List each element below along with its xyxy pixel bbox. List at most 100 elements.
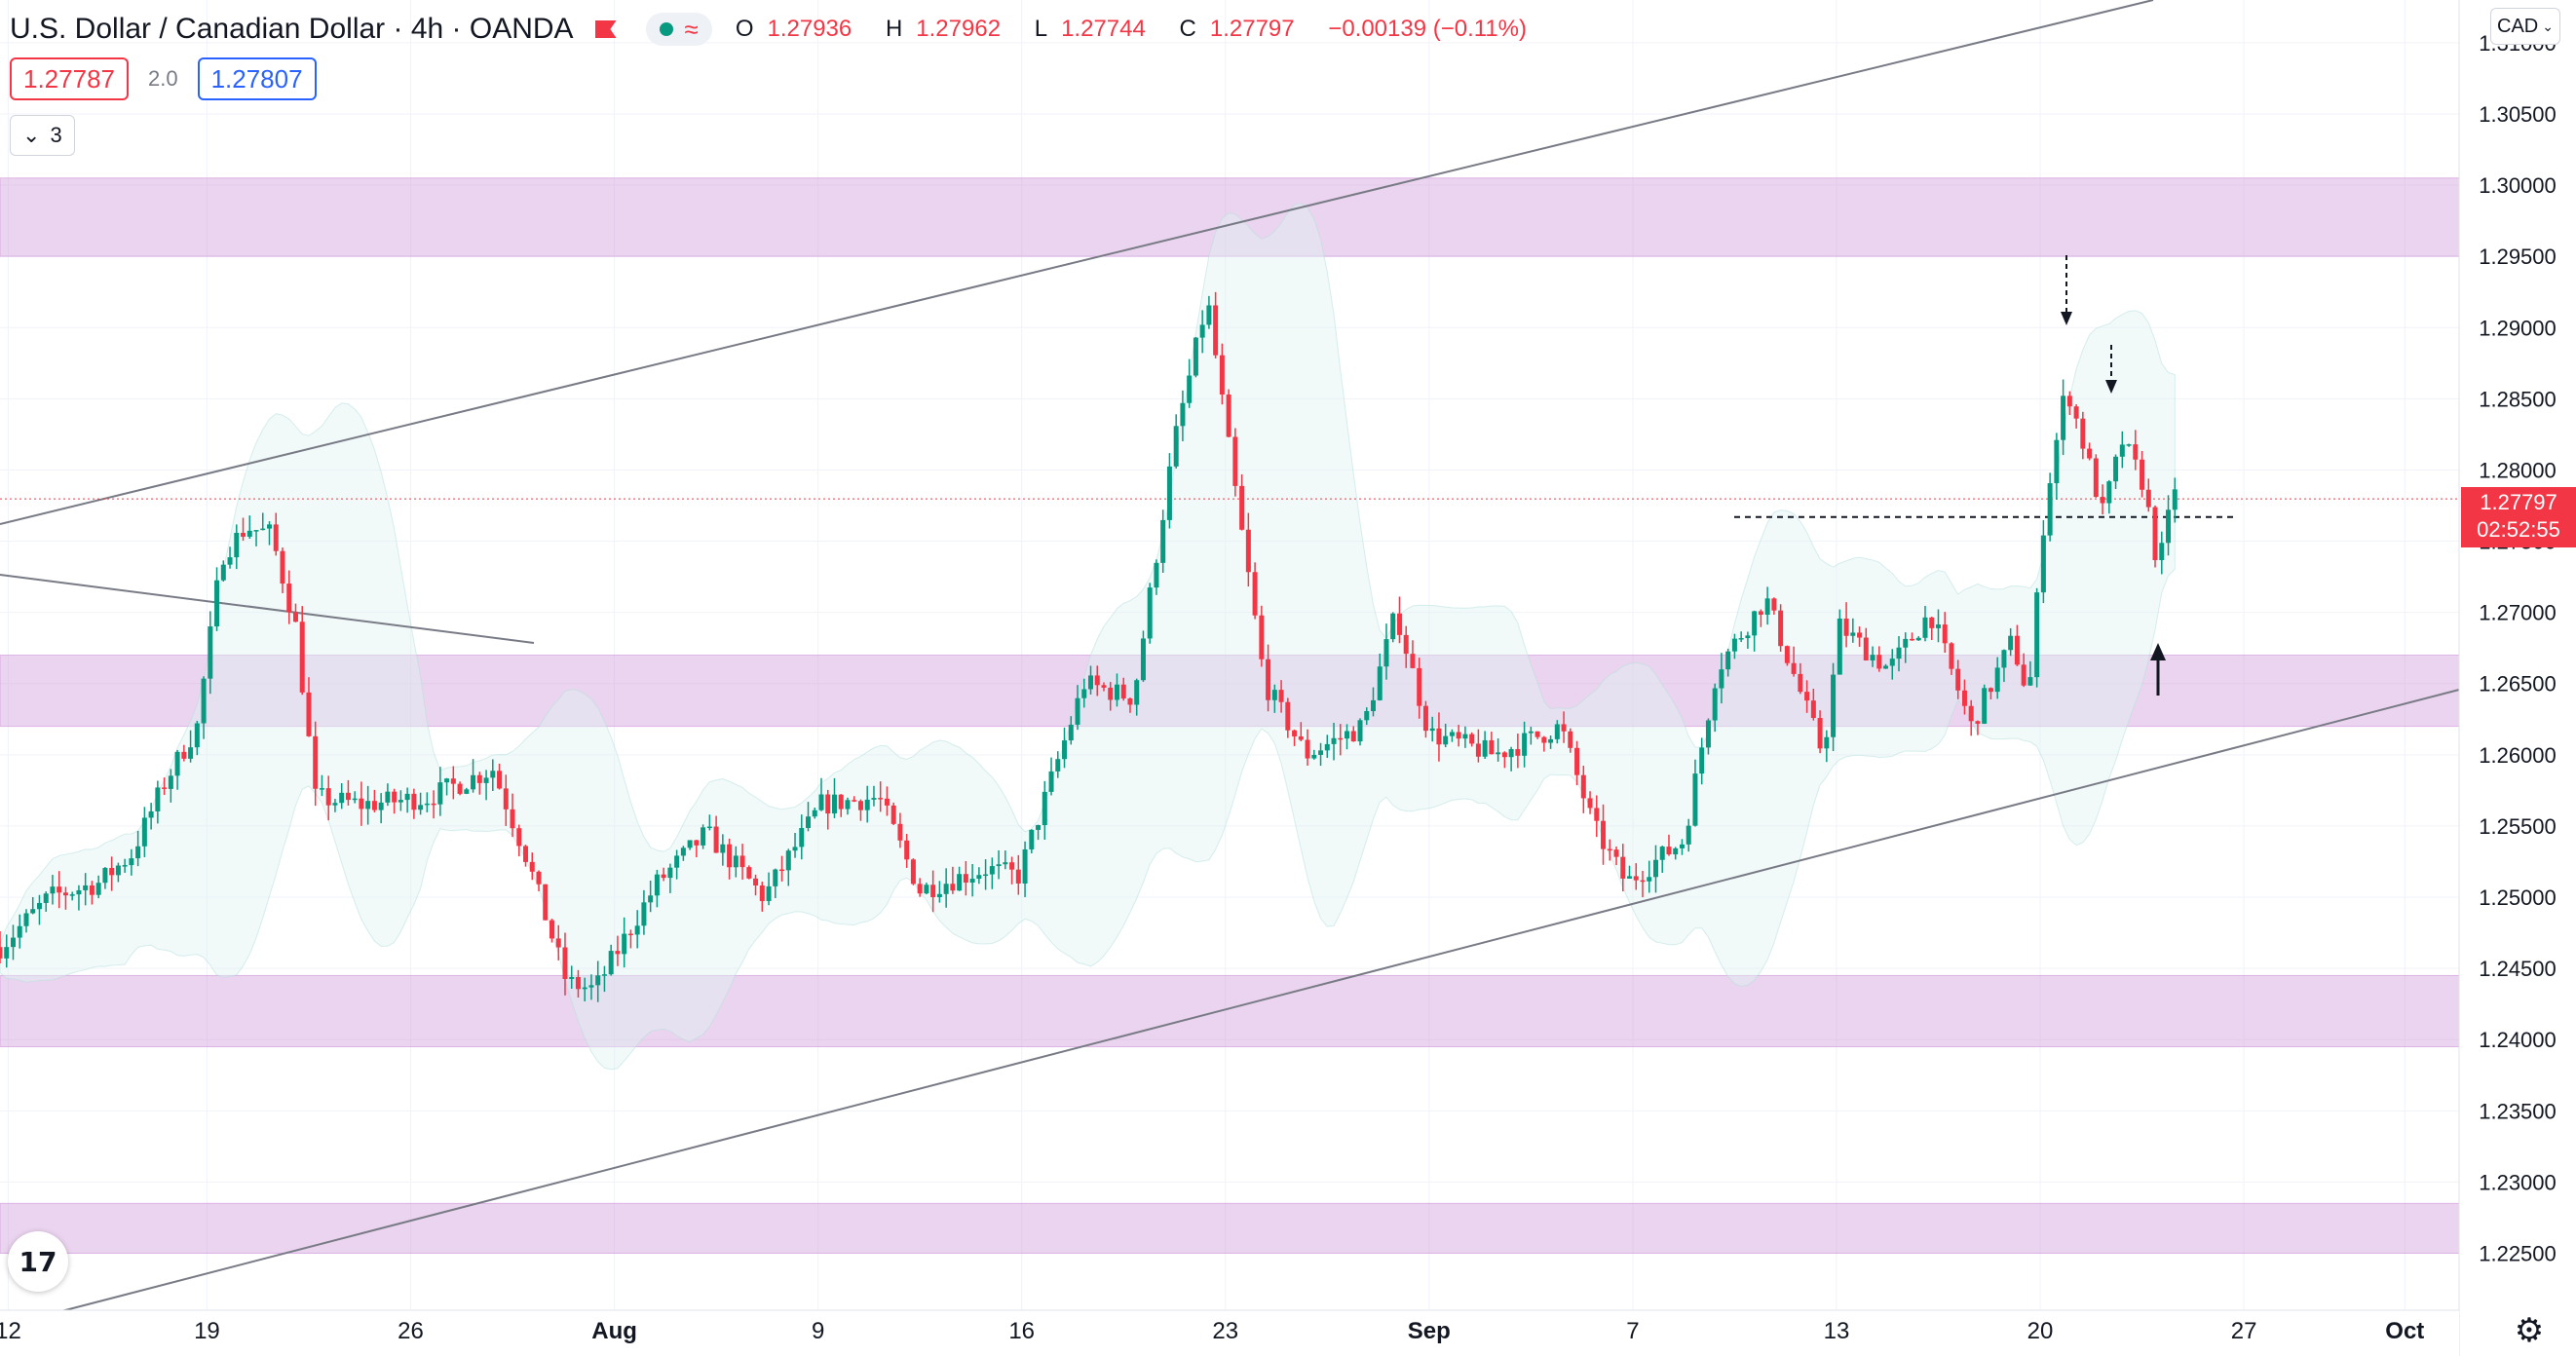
candle-body bbox=[299, 622, 305, 693]
candle-body bbox=[543, 884, 549, 921]
up-arrow-head bbox=[2150, 643, 2166, 660]
indicators-toggle[interactable]: ⌄ 3 bbox=[10, 115, 75, 156]
candle bbox=[1088, 665, 1094, 696]
candle-body bbox=[1647, 877, 1652, 882]
candle bbox=[2014, 624, 2020, 666]
candle-body bbox=[1961, 690, 1967, 706]
candle-body bbox=[1831, 674, 1837, 737]
candle bbox=[1659, 846, 1665, 873]
candle-body bbox=[1837, 619, 1842, 675]
sr-zone bbox=[0, 1202, 2460, 1255]
candle-body bbox=[555, 938, 561, 948]
candle-body bbox=[766, 885, 772, 901]
candle bbox=[1187, 358, 1193, 408]
candle bbox=[615, 935, 621, 966]
candle-body bbox=[1266, 659, 1271, 700]
candle-body bbox=[878, 798, 884, 800]
candle bbox=[1311, 749, 1317, 760]
currency-selector[interactable]: CAD ⌄ bbox=[2490, 8, 2560, 45]
candle bbox=[385, 783, 391, 807]
candle-body bbox=[1817, 718, 1823, 749]
candle bbox=[83, 873, 89, 906]
candle-body bbox=[1469, 734, 1475, 744]
candle-body bbox=[536, 871, 542, 885]
candle bbox=[50, 875, 56, 905]
candle bbox=[648, 880, 654, 913]
candle-body bbox=[1501, 752, 1507, 758]
candle-body bbox=[674, 855, 680, 868]
candle bbox=[292, 603, 298, 622]
candle-body bbox=[1292, 730, 1298, 736]
tradingview-logo-icon[interactable]: 17 bbox=[8, 1231, 68, 1292]
gear-icon[interactable]: ⚙ bbox=[2514, 1312, 2545, 1349]
candle-body bbox=[260, 528, 266, 531]
candle-body bbox=[792, 847, 798, 851]
candle bbox=[325, 775, 331, 821]
candle-body bbox=[720, 844, 726, 853]
candle bbox=[661, 867, 666, 882]
candle-body bbox=[1889, 659, 1895, 666]
candle-body bbox=[497, 771, 503, 789]
candle-body bbox=[234, 532, 240, 558]
candle bbox=[1673, 847, 1679, 860]
candle bbox=[1633, 863, 1639, 890]
candle-body bbox=[523, 846, 529, 862]
candle bbox=[181, 744, 187, 762]
candle bbox=[1318, 742, 1324, 767]
buy-button[interactable]: 1.27807 bbox=[197, 57, 317, 100]
candle bbox=[253, 530, 259, 546]
down-arrow-head bbox=[2105, 380, 2117, 394]
candle-body bbox=[701, 827, 706, 846]
candle bbox=[838, 794, 844, 817]
candle-body bbox=[1390, 613, 1396, 640]
candle-body bbox=[89, 885, 95, 895]
candle-body bbox=[1534, 731, 1540, 737]
candle bbox=[411, 788, 417, 819]
candle-body bbox=[76, 889, 82, 895]
candle bbox=[1798, 662, 1803, 695]
candle-body bbox=[1443, 735, 1449, 745]
candle bbox=[1496, 738, 1501, 762]
candle bbox=[1699, 737, 1705, 785]
candle-body bbox=[1679, 844, 1685, 848]
candle bbox=[622, 917, 627, 968]
candle-body bbox=[1199, 324, 1205, 338]
candle-body bbox=[115, 865, 121, 876]
candle-body bbox=[1949, 643, 1954, 669]
candle-body bbox=[687, 840, 693, 848]
candle bbox=[246, 515, 252, 540]
time-axis[interactable]: 12 19 26 Aug 9 16 23 Sep 7 13 20 27 Oct bbox=[0, 1309, 2459, 1356]
candle bbox=[1784, 645, 1790, 666]
candle-body bbox=[135, 846, 141, 859]
candle bbox=[2021, 653, 2027, 688]
candle bbox=[450, 766, 456, 800]
candle bbox=[1896, 635, 1902, 672]
candle bbox=[95, 875, 101, 899]
candle bbox=[1843, 602, 1849, 648]
candle bbox=[227, 546, 233, 569]
candle-body bbox=[2140, 459, 2145, 490]
candle bbox=[1226, 389, 1231, 438]
candle bbox=[1180, 390, 1186, 441]
candle bbox=[148, 803, 154, 830]
candle-body bbox=[339, 792, 345, 804]
candle-body bbox=[1699, 747, 1705, 774]
candle bbox=[701, 824, 706, 849]
price-tick-label: 1.27000 bbox=[2479, 601, 2557, 625]
candle-body bbox=[43, 893, 49, 903]
candle bbox=[1292, 729, 1298, 746]
price-axis[interactable]: 1.310001.305001.300001.295001.290001.285… bbox=[2458, 0, 2576, 1356]
candle bbox=[418, 792, 424, 815]
flag-icon[interactable] bbox=[594, 20, 617, 38]
symbol-title[interactable]: U.S. Dollar / Canadian Dollar · 4h · OAN… bbox=[10, 13, 574, 45]
candle-body bbox=[1173, 426, 1179, 467]
candle-body bbox=[2152, 507, 2158, 561]
price-tick-label: 1.24500 bbox=[2479, 957, 2557, 981]
candle-body bbox=[930, 885, 936, 897]
candle bbox=[1561, 711, 1567, 743]
candle-body bbox=[588, 985, 594, 988]
sell-button[interactable]: 1.27787 bbox=[10, 57, 129, 100]
candle-body bbox=[1843, 619, 1849, 636]
market-status-pill[interactable]: ≈ bbox=[645, 13, 712, 46]
